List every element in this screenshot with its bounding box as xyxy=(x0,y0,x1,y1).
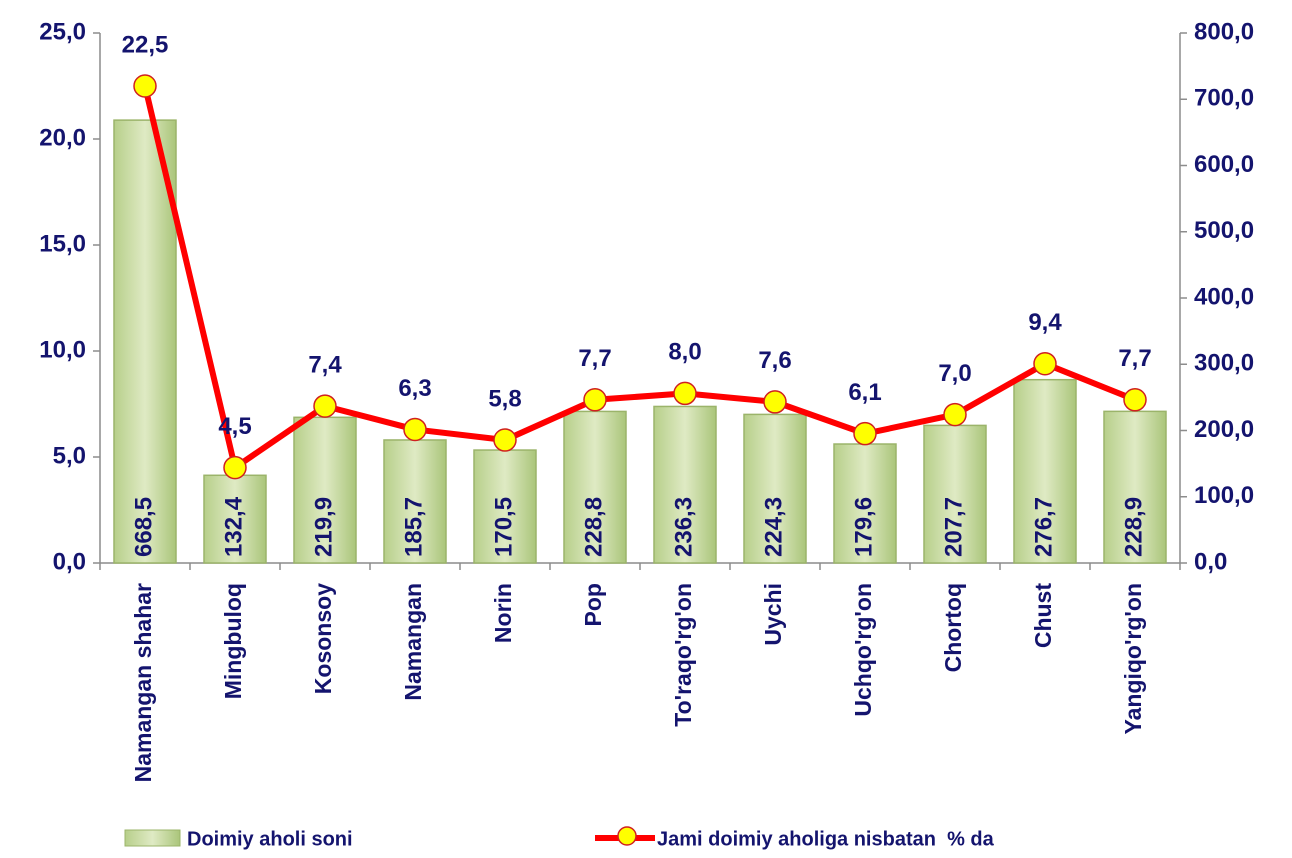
bar xyxy=(203,474,267,564)
bar-value-label: 668,5 xyxy=(130,497,157,557)
bar xyxy=(653,405,717,564)
y2-tick-label: 400,0 xyxy=(1194,283,1254,310)
bar-value-label: 276,7 xyxy=(1030,497,1057,557)
bar-value-label: 224,3 xyxy=(760,497,787,557)
line-marker xyxy=(1123,388,1147,412)
bar xyxy=(1013,378,1077,564)
line-marker xyxy=(943,402,967,427)
y-tick-label: 20,0 xyxy=(39,124,86,151)
line-value-label: 7,7 xyxy=(1118,345,1151,372)
bar xyxy=(923,424,987,564)
line-value-label: 7,4 xyxy=(308,351,342,378)
bar-value-label: 236,3 xyxy=(670,497,697,557)
legend-label: Doimiy aholi soni xyxy=(187,828,353,850)
x-tick-label: Namangan shahar xyxy=(130,583,156,782)
bar xyxy=(113,119,177,564)
line-value-label: 7,0 xyxy=(938,360,971,387)
legend-swatch xyxy=(124,829,181,847)
bar-value-label: 179,6 xyxy=(850,497,877,557)
y2-tick-label: 0,0 xyxy=(1194,548,1227,575)
x-tick-label: Uchqo'rg'on xyxy=(850,583,876,717)
bar xyxy=(743,413,807,564)
bar-value-label: 228,9 xyxy=(1120,497,1147,557)
bar xyxy=(383,439,447,564)
bar xyxy=(563,410,627,564)
x-tick-label: Kosonsoy xyxy=(310,583,336,694)
line-value-label: 8,0 xyxy=(668,339,701,366)
bar xyxy=(833,443,897,564)
x-tick-label: Pop xyxy=(580,583,606,626)
y2-tick-label: 300,0 xyxy=(1194,350,1254,377)
bar-value-label: 170,5 xyxy=(490,497,517,557)
legend-label: Jami doimiy aholiga nisbatan % da xyxy=(657,828,995,850)
bar-value-label: 185,7 xyxy=(400,497,427,557)
y2-tick-label: 600,0 xyxy=(1194,151,1254,178)
line-value-label: 5,8 xyxy=(488,385,521,412)
line-value-label: 9,4 xyxy=(1028,309,1062,336)
x-tick-label: Mingbuloq xyxy=(220,583,246,699)
line-marker xyxy=(1033,351,1057,376)
x-tick-label: Chust xyxy=(1030,583,1056,649)
line-marker xyxy=(223,455,247,480)
x-tick-label: Norin xyxy=(490,583,516,643)
y2-tick-label: 500,0 xyxy=(1194,217,1254,244)
legend-marker xyxy=(617,826,637,846)
bar-value-label: 207,7 xyxy=(940,497,967,557)
y-tick-label: 15,0 xyxy=(39,230,86,257)
line-value-label: 6,1 xyxy=(848,379,881,406)
line-marker xyxy=(763,390,787,414)
x-tick-label: Yangiqo'rg'on xyxy=(1120,583,1146,735)
line-marker xyxy=(403,417,427,442)
y-tick-label: 5,0 xyxy=(53,442,86,469)
line-marker xyxy=(493,428,517,452)
line xyxy=(142,85,1137,471)
line-value-label: 6,3 xyxy=(398,375,431,402)
y-tick-label: 0,0 xyxy=(53,548,86,575)
line-marker xyxy=(313,394,337,418)
x-tick-label: Namangan xyxy=(400,583,426,701)
y2-tick-label: 700,0 xyxy=(1194,85,1254,112)
y2-tick-label: 200,0 xyxy=(1194,416,1254,443)
bar xyxy=(1103,410,1167,564)
y-tick-label: 10,0 xyxy=(39,336,86,363)
bar-value-label: 132,4 xyxy=(220,496,247,557)
line-value-label: 4,5 xyxy=(218,413,251,440)
line-marker xyxy=(583,388,607,412)
line-value-label: 7,7 xyxy=(578,345,611,372)
line-marker xyxy=(133,74,157,98)
line-marker xyxy=(853,421,877,446)
line-marker xyxy=(673,381,697,406)
bar xyxy=(293,416,357,564)
bar-value-label: 219,9 xyxy=(310,497,337,557)
y2-tick-label: 800,0 xyxy=(1194,18,1254,45)
y2-tick-label: 100,0 xyxy=(1194,482,1254,509)
line-value-label: 7,6 xyxy=(758,347,791,374)
line-value-label: 22,5 xyxy=(122,31,169,58)
x-tick-label: Chortoq xyxy=(940,583,966,672)
x-tick-label: Uychi xyxy=(760,583,786,646)
x-tick-label: To'raqo'rg'on xyxy=(670,583,696,727)
bar-value-label: 228,8 xyxy=(580,497,607,557)
y-tick-label: 25,0 xyxy=(39,18,86,45)
